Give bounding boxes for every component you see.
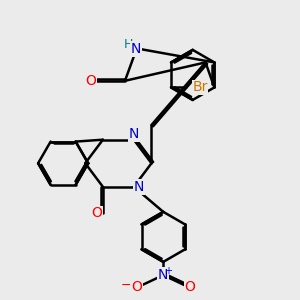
Text: H: H (124, 38, 133, 51)
Text: N: N (131, 42, 141, 56)
Text: +: + (164, 266, 172, 276)
Text: O: O (184, 280, 195, 294)
Text: Br: Br (192, 80, 208, 94)
Text: N: N (129, 128, 139, 141)
Text: O: O (131, 280, 142, 294)
Text: N: N (134, 180, 144, 194)
Text: O: O (91, 206, 102, 220)
Text: N: N (158, 268, 168, 282)
Text: O: O (86, 74, 97, 88)
Text: −: − (121, 279, 131, 292)
